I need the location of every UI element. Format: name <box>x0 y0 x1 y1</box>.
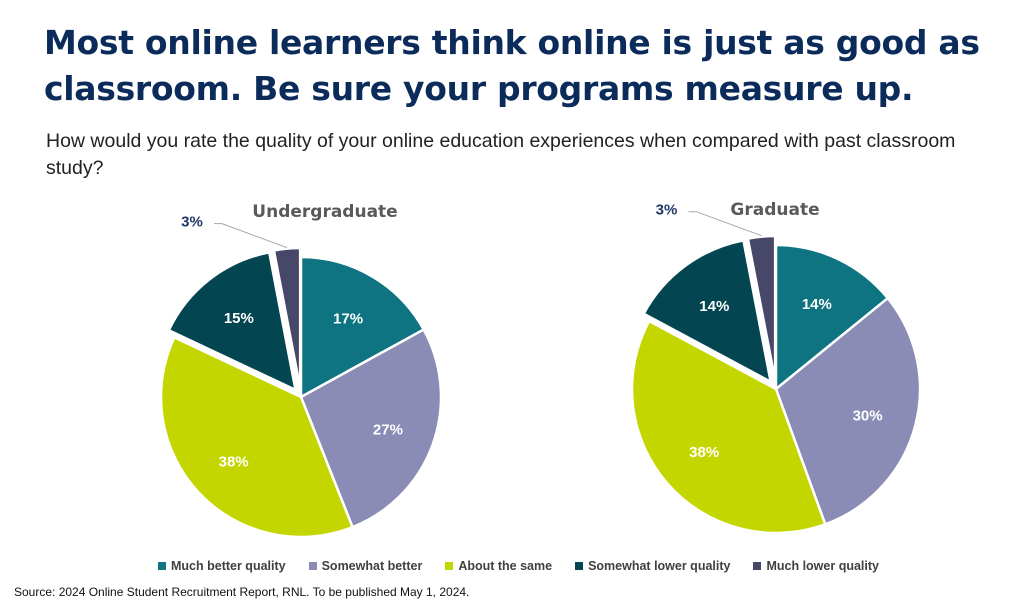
slice-label: 38% <box>219 453 249 470</box>
pie-slice <box>167 251 297 392</box>
slice-label: 3% <box>181 214 203 231</box>
leader-line <box>213 223 288 249</box>
pie-chart-undergraduate: Undergraduate 17% 27% 38% 15% 3% <box>159 202 443 539</box>
pie-slice <box>630 319 827 535</box>
slice-label: 15% <box>224 310 254 327</box>
pie-charts: Undergraduate 17% 27% 38% 15% 3% Graduate 14% 30… <box>159 200 922 539</box>
pie-slice <box>774 296 922 526</box>
legend-item-much-lower: Much lower quality <box>753 559 879 573</box>
legend-item-somewhat-better: Somewhat better <box>308 559 423 573</box>
slice-label: 38% <box>689 444 719 461</box>
legend-label: Somewhat better <box>321 559 423 573</box>
legend-label: Somewhat lower quality <box>588 559 731 573</box>
pie-slice <box>746 234 777 382</box>
legend-label: About the same <box>458 559 553 573</box>
pie-slice <box>642 239 772 384</box>
legend-swatch <box>445 562 454 570</box>
pie-slice <box>159 336 354 539</box>
legend-swatch <box>308 562 317 570</box>
slice-label: 14% <box>699 298 729 315</box>
pie-chart-graduate: Graduate 14% 30% 38% 14% 3% <box>630 200 922 535</box>
pie-slice <box>774 243 890 391</box>
legend-label: Much lower quality <box>766 559 879 573</box>
legend-label: Much better quality <box>171 559 286 573</box>
chart-title: Undergraduate <box>252 202 397 222</box>
legend-item-much-better: Much better quality <box>158 559 286 573</box>
legend: Much better quality Somewhat better Abou… <box>158 559 902 573</box>
survey-question: How would you rate the quality of your o… <box>46 130 956 179</box>
pie-slice <box>299 255 425 399</box>
legend-swatch <box>158 562 166 570</box>
slice-label: 30% <box>853 407 883 424</box>
legend-item-about-same: About the same <box>445 559 552 573</box>
legend-item-somewhat-lower: Somewhat lower quality <box>575 559 730 573</box>
legend-swatch <box>753 562 762 570</box>
chart-title: Graduate <box>730 200 819 220</box>
pie-slice <box>299 328 443 529</box>
source-note: Source: 2024 Online Student Recruitment … <box>14 585 470 599</box>
legend-swatch <box>575 562 584 570</box>
slice-label: 3% <box>656 202 678 219</box>
slice-label: 17% <box>333 310 363 327</box>
slice-label: 14% <box>802 296 832 313</box>
headline: Most online learners think online is jus… <box>44 23 980 108</box>
leader-line <box>688 211 762 237</box>
slice-label: 27% <box>373 421 403 438</box>
pie-slice <box>272 246 302 390</box>
